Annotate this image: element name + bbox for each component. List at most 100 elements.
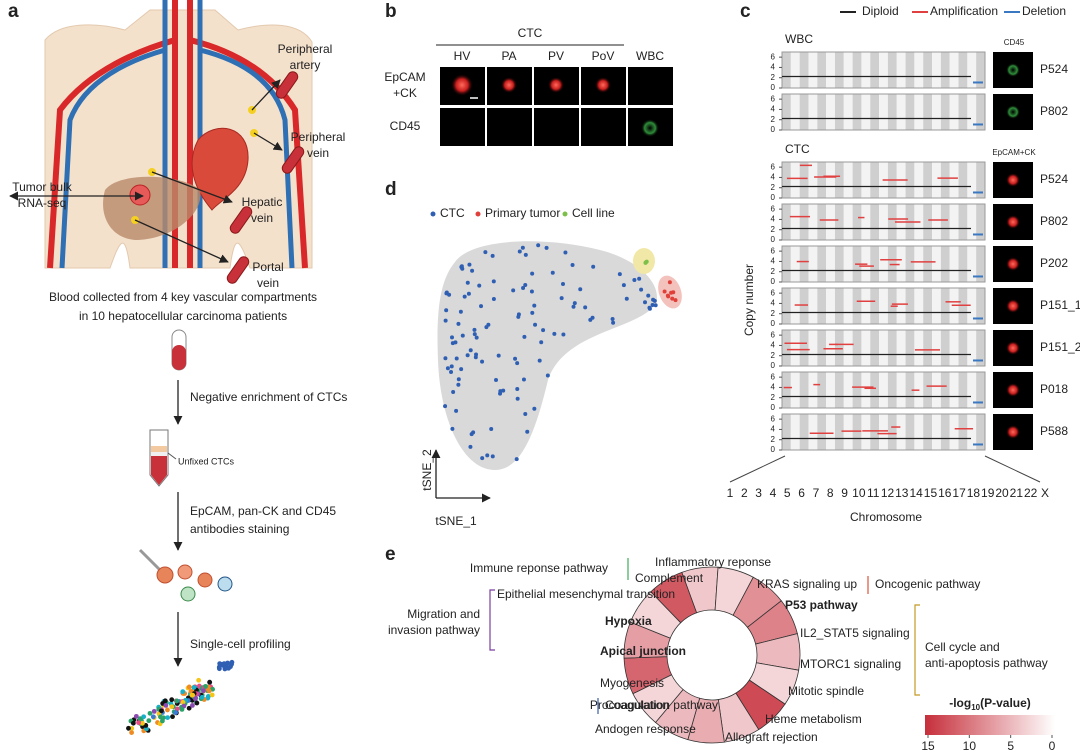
cell-dot bbox=[162, 698, 168, 704]
ctc-dot bbox=[513, 356, 518, 361]
y-tick-label: 4 bbox=[771, 63, 776, 72]
ctc-dot bbox=[653, 303, 658, 308]
zoom-line bbox=[729, 455, 786, 483]
cell-dot bbox=[165, 715, 171, 721]
chromosome-band bbox=[958, 204, 968, 240]
chromosome-band bbox=[852, 372, 862, 408]
chromosome-band bbox=[958, 372, 968, 408]
pathway-label: Mitotic spindle bbox=[788, 684, 864, 698]
cell-dot bbox=[173, 710, 179, 715]
chromosome-band bbox=[940, 414, 950, 450]
chromosome-band bbox=[861, 414, 871, 450]
y-tick-label: 2 bbox=[771, 225, 776, 234]
chromosome-band bbox=[914, 52, 924, 88]
ctc-dot bbox=[477, 283, 482, 288]
chromosome-band bbox=[887, 52, 897, 88]
tumor-dot bbox=[667, 280, 672, 285]
ctc-dot bbox=[496, 353, 501, 358]
ctc-dot bbox=[480, 359, 485, 364]
y-tick-label: 4 bbox=[771, 215, 776, 224]
chromosome-band bbox=[808, 414, 818, 450]
chromosome-band bbox=[808, 372, 818, 408]
ctc-dot bbox=[639, 287, 644, 292]
ctc-dot bbox=[449, 370, 454, 375]
ctc-dot bbox=[637, 276, 642, 281]
ctc-dot bbox=[544, 245, 549, 250]
y-tick-label: 2 bbox=[771, 351, 776, 360]
chromosome-band bbox=[861, 372, 871, 408]
chromosome-band bbox=[861, 94, 871, 130]
chromosome-band bbox=[896, 246, 906, 282]
cell-dot bbox=[147, 710, 153, 716]
ctc-dot bbox=[650, 302, 655, 307]
ctc-dot bbox=[591, 264, 596, 269]
pathway-label: Apical junction bbox=[600, 644, 686, 658]
ctc-dot bbox=[515, 386, 520, 391]
ctc-dot bbox=[611, 320, 616, 325]
colorbar-tick-label: 5 bbox=[1007, 739, 1014, 753]
section-label: CTC bbox=[785, 142, 810, 156]
chromosome-band bbox=[923, 162, 933, 198]
chromosome-band bbox=[790, 94, 800, 130]
pathway-label: IL2_STAT5 signaling bbox=[800, 626, 910, 640]
panel-label: e bbox=[385, 544, 396, 565]
chromosome-band bbox=[914, 94, 924, 130]
chromosome-label: 17 bbox=[952, 486, 966, 500]
chromosome-band bbox=[782, 52, 791, 88]
legend-label: Cell line bbox=[572, 206, 615, 220]
ctc-dot bbox=[485, 453, 490, 458]
chromosome-band bbox=[976, 204, 985, 240]
pathway-label: KRAS signaling up bbox=[757, 577, 857, 591]
chromosome-label: 19 bbox=[981, 486, 995, 500]
ctc-dot bbox=[621, 283, 626, 288]
chromosome-band bbox=[852, 414, 862, 450]
chromosome-band bbox=[958, 246, 968, 282]
chromosome-band bbox=[887, 330, 897, 366]
chromosome-band bbox=[896, 372, 906, 408]
y-tick-label: 6 bbox=[771, 414, 776, 423]
step-label: EpCAM, pan-CK and CD45 bbox=[190, 504, 336, 518]
track-frame bbox=[781, 203, 986, 241]
chromosome-label: 15 bbox=[924, 486, 938, 500]
site-label: artery bbox=[290, 58, 321, 72]
ctc-dot bbox=[444, 308, 449, 313]
ctc-dot bbox=[521, 286, 526, 291]
cell-glow bbox=[1006, 425, 1020, 439]
cell-dot bbox=[191, 685, 197, 690]
wheel-segment bbox=[650, 571, 698, 624]
cell-dot bbox=[150, 714, 156, 720]
section-label: WBC bbox=[785, 32, 813, 46]
group-label: invasion pathway bbox=[388, 623, 480, 637]
stain-images bbox=[440, 67, 673, 146]
cell-glow bbox=[1006, 341, 1020, 355]
chromosome-band bbox=[826, 52, 835, 88]
chromosome-band bbox=[782, 372, 791, 408]
chromosome-band bbox=[799, 330, 809, 366]
chromosome-band bbox=[861, 52, 871, 88]
chromosome-band bbox=[843, 414, 853, 450]
cell-dot bbox=[146, 718, 152, 724]
sample-label: P524 bbox=[1040, 62, 1068, 76]
ctc-dot bbox=[532, 303, 537, 308]
chromosome-band bbox=[834, 94, 844, 130]
column-label: HV bbox=[454, 49, 471, 63]
cell-dot bbox=[186, 705, 192, 711]
cell-dot bbox=[130, 720, 136, 726]
zoom-line bbox=[984, 455, 1041, 483]
stain-label: EpCAM+CK bbox=[992, 148, 1036, 157]
chromosome-band bbox=[843, 94, 853, 130]
chromosome-band bbox=[817, 414, 827, 450]
pathway-label: Coagulation bbox=[605, 698, 669, 712]
ctc-dot bbox=[466, 291, 471, 296]
legend-dot bbox=[475, 211, 481, 217]
chromosome-band bbox=[949, 288, 959, 324]
ctc-dot bbox=[632, 278, 637, 283]
cell-dot bbox=[163, 702, 169, 708]
ctc-dot bbox=[533, 322, 538, 327]
y-tick-label: 4 bbox=[771, 105, 776, 114]
chromosome-band bbox=[905, 414, 915, 450]
cellline-dot bbox=[643, 260, 648, 265]
chromosome-label: X bbox=[1041, 486, 1049, 500]
pathway-label: Epithelial mesenchymal transition bbox=[497, 587, 675, 601]
pathway-label: Myogenesis bbox=[600, 676, 664, 690]
